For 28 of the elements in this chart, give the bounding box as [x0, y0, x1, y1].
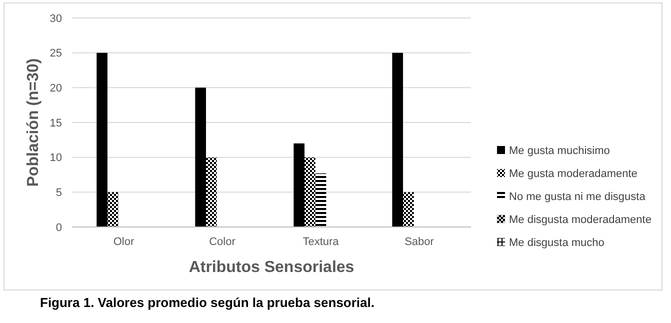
legend-label: Me gusta moderadamente	[509, 168, 638, 180]
bar	[294, 143, 305, 227]
text: Figura 1. Valores promedio según la prueba sensorial.	[40, 295, 374, 310]
bar	[392, 52, 404, 227]
y-tick-label: 20	[50, 82, 62, 95]
bar	[96, 52, 108, 227]
bar	[195, 88, 206, 227]
y-tick-label: 15	[50, 117, 62, 130]
legend-label: Me disgusta mucho	[509, 236, 604, 249]
bar	[403, 192, 414, 227]
y-tick-label: 10	[50, 152, 62, 164]
legend-label: No me gusta ni me disgusta	[509, 190, 646, 203]
bar	[315, 173, 326, 227]
bar	[304, 157, 316, 227]
x-tick-label: Sabor	[404, 236, 434, 248]
x-tick-label: Color	[209, 236, 236, 248]
x-tick-label: Olor	[113, 236, 134, 248]
y-axis-title: Población (n=30)	[25, 58, 42, 187]
bar	[107, 192, 118, 227]
x-tick-label: Textura	[302, 236, 340, 248]
x-axis-title: Atributos Sensoriales	[188, 259, 354, 276]
legend-label: Me gusta muchisimo	[509, 144, 610, 157]
y-tick-label: 30	[50, 12, 62, 25]
y-tick-label: 5	[56, 187, 62, 200]
y-tick-label: 25	[50, 48, 62, 60]
y-tick-label: 0	[56, 222, 62, 234]
bar	[206, 157, 217, 227]
legend-label: Me disgusta moderadamente	[509, 214, 652, 226]
